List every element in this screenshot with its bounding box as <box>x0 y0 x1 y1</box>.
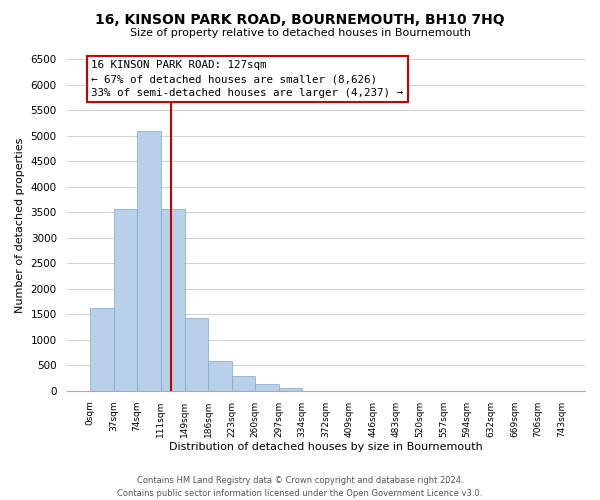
Text: Size of property relative to detached houses in Bournemouth: Size of property relative to detached ho… <box>130 28 470 38</box>
Y-axis label: Number of detached properties: Number of detached properties <box>15 137 25 312</box>
Bar <box>90 308 113 391</box>
Bar <box>208 361 232 391</box>
Bar <box>137 132 161 391</box>
Bar <box>255 384 278 391</box>
Bar <box>185 318 208 391</box>
Bar <box>161 208 185 391</box>
Text: Contains HM Land Registry data © Crown copyright and database right 2024.
Contai: Contains HM Land Registry data © Crown c… <box>118 476 482 498</box>
Text: 16, KINSON PARK ROAD, BOURNEMOUTH, BH10 7HQ: 16, KINSON PARK ROAD, BOURNEMOUTH, BH10 … <box>95 12 505 26</box>
Bar <box>113 209 137 391</box>
Bar <box>232 376 255 391</box>
X-axis label: Distribution of detached houses by size in Bournemouth: Distribution of detached houses by size … <box>169 442 482 452</box>
Text: 16 KINSON PARK ROAD: 127sqm
← 67% of detached houses are smaller (8,626)
33% of : 16 KINSON PARK ROAD: 127sqm ← 67% of det… <box>91 60 403 98</box>
Bar <box>278 388 302 391</box>
